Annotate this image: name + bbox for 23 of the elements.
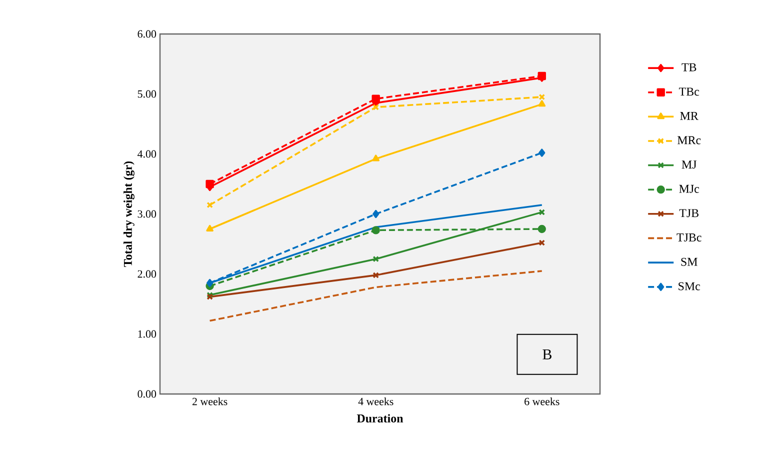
legend-label: MJ xyxy=(682,160,697,169)
annotation: B xyxy=(542,349,552,360)
legend-label: TJBc xyxy=(676,234,702,242)
y-tick-label: 2.00 xyxy=(138,270,156,278)
legend-label: TBc xyxy=(679,88,700,96)
y-tick-label: 3.00 xyxy=(138,210,156,218)
y-tick-label: 0.00 xyxy=(138,390,156,398)
legend-label: TB xyxy=(682,63,696,72)
x-axis-title: Duration xyxy=(356,414,404,423)
y-axis-title: Total dry weight (gr) xyxy=(124,161,134,267)
y-tick-label: 6.00 xyxy=(138,30,156,38)
legend-label: SM xyxy=(681,258,698,266)
x-tick-label: 4 weeks xyxy=(358,398,394,406)
legend-label: MR xyxy=(680,112,698,120)
legend-label: MRc xyxy=(678,136,701,144)
x-tick-label: 6 weeks xyxy=(524,398,560,406)
legend-label: MJc xyxy=(679,184,700,193)
legend-label: SMc xyxy=(678,282,700,290)
y-tick-label: 1.00 xyxy=(138,330,156,338)
y-tick-label: 4.00 xyxy=(138,150,156,158)
x-tick-label: 2 weeks xyxy=(192,398,228,406)
y-tick-label: 5.00 xyxy=(138,90,156,98)
legend-label: TJB xyxy=(679,209,698,218)
